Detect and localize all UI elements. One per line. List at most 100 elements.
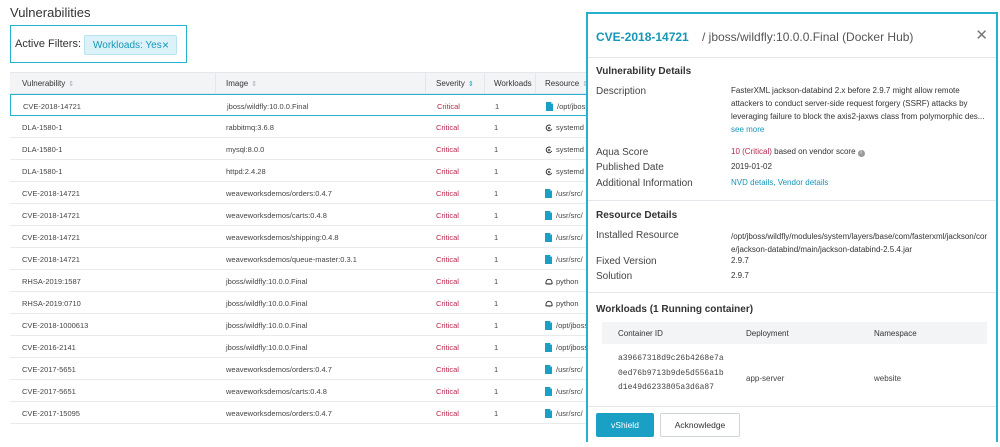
- info-icon[interactable]: i: [857, 150, 865, 157]
- cell-image: weaveworksdemos/carts:0.4.8: [226, 211, 327, 220]
- table-row[interactable]: DLA-1580-1 mysql:8.0.0 Critical 1 systemd: [10, 138, 588, 160]
- file-icon: [545, 365, 552, 374]
- fixed-version-value: 2.9.7: [731, 256, 749, 265]
- file-icon: [545, 233, 552, 242]
- table-header: Vulnerability ⇕ Image ⇕ Severity ⇕ Workload…: [10, 72, 588, 94]
- header-vulnerability[interactable]: Vulnerability ⇕: [22, 79, 75, 88]
- header-resource[interactable]: Resource⇕: [545, 79, 588, 88]
- page-title: Vulnerabilities: [10, 5, 91, 20]
- cell-severity: Critical: [436, 233, 459, 242]
- cell-severity: Critical: [436, 145, 459, 154]
- cell-resource: /usr/src/: [545, 189, 588, 198]
- cell-workloads: 1: [494, 409, 499, 418]
- file-icon: [545, 409, 552, 418]
- table-row[interactable]: CVE-2017-5651 weaveworksdemos/carts:0.4.8…: [10, 380, 588, 402]
- table-row[interactable]: CVE-2017-15095 weaveworksdemos/orders:0.4…: [10, 402, 588, 424]
- file-icon: [545, 189, 552, 198]
- cell-resource: python: [545, 277, 588, 287]
- cell-severity: Critical: [436, 123, 459, 132]
- table-row[interactable]: CVE-2018-14721 jboss/wildfly:10.0.0.Final…: [10, 94, 589, 116]
- header-container-id: Container ID: [618, 329, 663, 338]
- close-icon[interactable]: ✕: [975, 27, 988, 44]
- cell-severity: Critical: [436, 189, 459, 198]
- table-row[interactable]: CVE-2018-14721 weaveworksdemos/orders:0.4…: [10, 182, 588, 204]
- description-value: FasterXML jackson-databind 2.x before 2.…: [731, 86, 985, 134]
- cell-resource: systemd: [545, 123, 588, 133]
- redhat-icon: [545, 300, 553, 309]
- vshield-button[interactable]: vShield: [596, 413, 654, 437]
- cell-image: httpd:2.4.28: [226, 167, 266, 176]
- container-id-value[interactable]: a39667318d9c26b4268e7a 0ed76b9713b9de5d5…: [618, 354, 724, 392]
- cell-workloads: 1: [495, 102, 500, 111]
- debian-icon: [545, 146, 553, 155]
- table-row[interactable]: DLA-1580-1 rabbitmq:3.6.8 Critical 1 systemd: [10, 116, 588, 138]
- sort-active-icon: ⇕: [467, 81, 474, 88]
- cell-vulnerability: CVE-2017-15095: [22, 409, 80, 418]
- active-filters-label: Active Filters:: [15, 38, 82, 50]
- workloads-title: Workloads (1 Running container): [596, 304, 754, 315]
- table-row[interactable]: CVE-2018-14721 weaveworksdemos/shipping:0…: [10, 226, 588, 248]
- cell-vulnerability: CVE-2016-2141: [22, 343, 76, 352]
- table-row[interactable]: CVE-2018-14721 weaveworksdemos/carts:0.4.…: [10, 204, 588, 226]
- table-row[interactable]: RHSA-2019:0710 jboss/wildfly:10.0.0.Final…: [10, 292, 588, 314]
- see-more-link[interactable]: see more: [731, 125, 765, 134]
- aqua-score-label: Aqua Score: [596, 147, 649, 158]
- table-row[interactable]: CVE-2018-14721 weaveworksdemos/queue-mast…: [10, 248, 588, 270]
- cell-resource: /opt/jboss: [545, 321, 588, 330]
- description-label: Description: [596, 86, 647, 97]
- header-workloads[interactable]: Workloads: [494, 79, 532, 88]
- cell-resource: /usr/src/: [545, 387, 588, 396]
- table-row[interactable]: CVE-2017-5651 weaveworksdemos/orders:0.4.…: [10, 358, 588, 380]
- panel-cve-title: CVE-2018-14721: [596, 30, 689, 44]
- cell-vulnerability: RHSA-2019:0710: [22, 299, 81, 308]
- header-severity[interactable]: Severity ⇕: [436, 79, 474, 88]
- cell-severity: Critical: [436, 167, 459, 176]
- cell-image: weaveworksdemos/orders:0.4.7: [226, 365, 332, 374]
- published-date-value: 2019-01-02: [731, 162, 772, 171]
- cell-workloads: 1: [494, 277, 499, 286]
- filter-chip-workloads[interactable]: Workloads: Yes ×: [84, 35, 177, 55]
- cell-workloads: 1: [494, 365, 499, 374]
- table-row[interactable]: CVE-2018-1000613 jboss/wildfly:10.0.0.Fin…: [10, 314, 588, 336]
- panel-header: CVE-2018-14721 / jboss/wildfly:10.0.0.Fi…: [588, 14, 996, 58]
- cell-severity: Critical: [436, 321, 459, 330]
- debian-icon: [545, 124, 553, 133]
- file-icon: [545, 321, 552, 330]
- header-namespace: Namespace: [874, 329, 917, 338]
- table-row[interactable]: RHSA-2019:1587 jboss/wildfly:10.0.0.Final…: [10, 270, 588, 292]
- cell-workloads: 1: [494, 211, 499, 220]
- cell-severity: Critical: [437, 102, 460, 111]
- cell-image: weaveworksdemos/queue-master:0.3.1: [226, 255, 357, 264]
- cell-image: jboss/wildfly:10.0.0.Final: [226, 343, 308, 352]
- solution-value: 2.9.7: [731, 271, 749, 280]
- cell-vulnerability: DLA-1580-1: [22, 123, 63, 132]
- cell-vulnerability: DLA-1580-1: [22, 167, 63, 176]
- table-row[interactable]: CVE-2016-2141 jboss/wildfly:10.0.0.Final C…: [10, 336, 588, 358]
- installed-resource-value: /opt/jboss/wildfly/modules/system/layers…: [731, 232, 988, 254]
- cell-image: jboss/wildfly:10.0.0.Final: [226, 277, 308, 286]
- cell-resource: python: [545, 299, 588, 309]
- cell-workloads: 1: [494, 145, 499, 154]
- cell-vulnerability: CVE-2018-14721: [22, 189, 80, 198]
- cell-severity: Critical: [436, 277, 459, 286]
- vendor-details-link[interactable]: Vendor details: [777, 178, 829, 187]
- file-icon: [545, 343, 552, 352]
- file-icon: [545, 211, 552, 220]
- header-image[interactable]: Image ⇕: [226, 79, 258, 88]
- cell-vulnerability: CVE-2018-14721: [22, 211, 80, 220]
- cell-image: weaveworksdemos/carts:0.4.8: [226, 387, 327, 396]
- cell-image: weaveworksdemos/orders:0.4.7: [226, 409, 332, 418]
- cell-severity: Critical: [436, 211, 459, 220]
- fixed-version-label: Fixed Version: [596, 256, 657, 267]
- acknowledge-button[interactable]: Acknowledge: [660, 413, 740, 437]
- cell-vulnerability: CVE-2018-14721: [22, 255, 80, 264]
- cell-workloads: 1: [494, 321, 499, 330]
- file-icon: [545, 255, 552, 264]
- file-icon: [545, 387, 552, 396]
- table-row[interactable]: DLA-1580-1 httpd:2.4.28 Critical 1 systemd: [10, 160, 588, 182]
- cell-resource: /usr/src/: [545, 365, 588, 374]
- nvd-details-link[interactable]: NVD details: [731, 178, 774, 187]
- cell-workloads: 1: [494, 123, 499, 132]
- panel-footer: vShield Acknowledge: [588, 406, 996, 442]
- remove-filter-icon[interactable]: ×: [161, 38, 169, 52]
